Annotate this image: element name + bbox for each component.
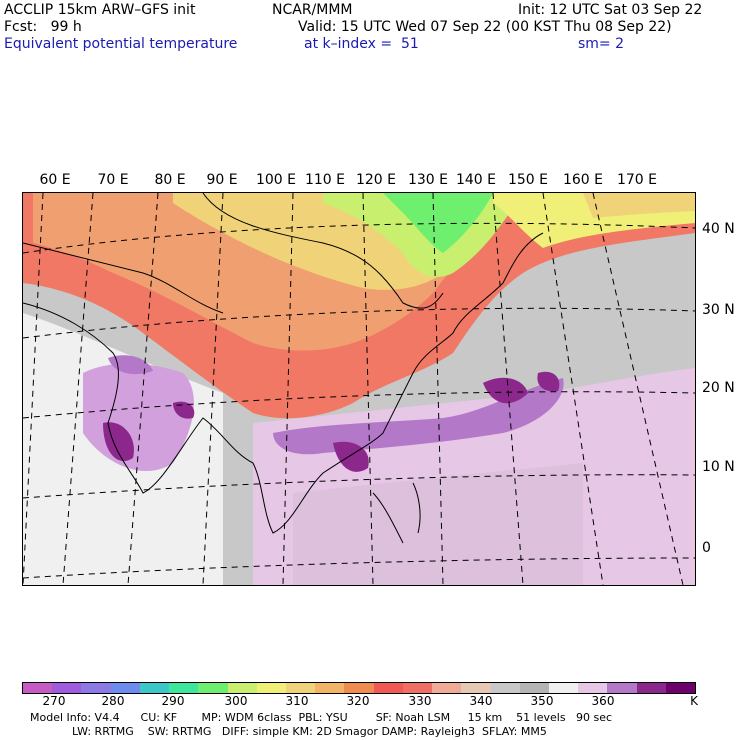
colorbar-swatch xyxy=(139,683,170,693)
colorbar-swatch xyxy=(110,683,140,693)
colorbar-unit: K xyxy=(690,694,698,708)
colorbar-swatch xyxy=(285,683,316,693)
colorbar-swatch xyxy=(198,683,228,693)
colorbar-swatch xyxy=(169,683,199,693)
colorbar-swatch xyxy=(315,683,345,693)
colorbar-swatch xyxy=(402,683,433,693)
lon-label: 100 E xyxy=(255,172,297,188)
colorbar-swatch xyxy=(461,683,491,693)
colorbar-tick: 300 xyxy=(224,694,248,708)
colorbar-swatch xyxy=(23,683,53,693)
colorbar-swatch xyxy=(373,683,403,693)
lon-label: 110 E xyxy=(304,172,346,188)
colorbar-tick: 320 xyxy=(346,694,370,708)
lat-label: 30 N xyxy=(702,302,735,318)
colorbar xyxy=(22,682,696,694)
colorbar-swatch xyxy=(548,683,579,693)
lon-label: 60 E xyxy=(39,172,71,188)
lat-label: 40 N xyxy=(702,221,735,237)
colorbar-swatch xyxy=(52,683,82,693)
colorbar-tick: 330 xyxy=(408,694,432,708)
colorbar-swatch xyxy=(227,683,257,693)
init-time: Init: 12 UTC Sat 03 Sep 22 xyxy=(518,2,703,18)
colorbar-swatch xyxy=(519,683,549,693)
lon-label: 120 E xyxy=(355,172,397,188)
model-title: ACCLIP 15km ARW–GFS init xyxy=(4,2,196,18)
model-info-line1: Model Info: V4.4 CU: KF MP: WDM 6class P… xyxy=(30,711,613,724)
level-label: at k–index = 51 xyxy=(304,36,419,52)
lon-label: 80 E xyxy=(154,172,186,188)
lon-label: 140 E xyxy=(455,172,497,188)
field-name: Equivalent potential temperature xyxy=(4,36,238,52)
lon-label: 90 E xyxy=(206,172,238,188)
colorbar-tick: 270 xyxy=(42,694,66,708)
colorbar-tick: 350 xyxy=(530,694,554,708)
map-panel xyxy=(22,192,696,586)
lat-label: 20 N xyxy=(702,380,735,396)
colorbar-swatch xyxy=(607,683,637,693)
colorbar-swatch xyxy=(256,683,286,693)
org-label: NCAR/MMM xyxy=(272,2,353,18)
lon-label: 160 E xyxy=(562,172,604,188)
lon-label: 130 E xyxy=(407,172,449,188)
colorbar-swatch xyxy=(81,683,111,693)
colorbar-tick: 310 xyxy=(285,694,309,708)
lon-label: 170 E xyxy=(616,172,658,188)
colorbar-swatch xyxy=(344,683,374,693)
model-info-line2: LW: RRTMG SW: RRTMG DIFF: simple KM: 2D … xyxy=(72,725,547,738)
colorbar-tick: 290 xyxy=(161,694,185,708)
lat-label: 0 xyxy=(702,540,711,556)
lat-label: 10 N xyxy=(702,459,735,475)
valid-time: Valid: 15 UTC Wed 07 Sep 22 (00 KST Thu … xyxy=(298,19,672,35)
lon-label: 70 E xyxy=(97,172,129,188)
colorbar-tick: 280 xyxy=(101,694,125,708)
colorbar-swatch xyxy=(636,683,666,693)
colorbar-swatch xyxy=(665,683,696,693)
smoothing-label: sm= 2 xyxy=(578,36,625,52)
forecast-hour: Fcst: 99 h xyxy=(4,19,82,35)
colorbar-tick: 340 xyxy=(469,694,493,708)
colorbar-swatch xyxy=(432,683,462,693)
colorbar-swatch xyxy=(578,683,608,693)
colorbar-swatch xyxy=(490,683,520,693)
colorbar-tick: 360 xyxy=(591,694,615,708)
lon-label: 150 E xyxy=(507,172,549,188)
theta-e-field xyxy=(23,193,695,585)
